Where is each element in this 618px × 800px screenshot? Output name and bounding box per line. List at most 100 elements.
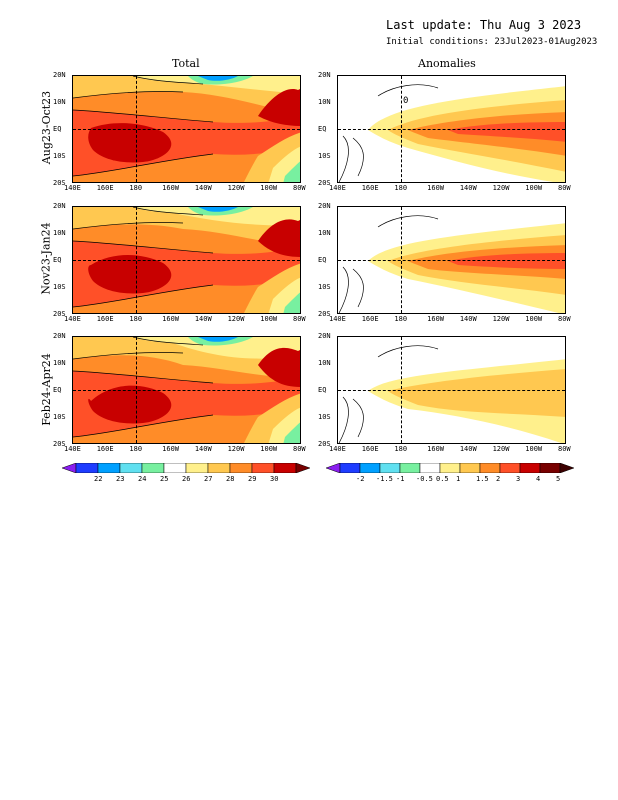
lat-tick-label: EQ xyxy=(318,386,327,394)
row-label-2: Nov23-Jan24 xyxy=(39,222,53,295)
colorbar-label: 4 xyxy=(536,475,541,483)
colorbar-swatch xyxy=(339,463,361,473)
colorbar-label: -2 xyxy=(356,475,365,483)
lat-tick-label: 20S xyxy=(53,179,66,187)
colorbar-swatch xyxy=(479,463,501,473)
anomaly-colorbar xyxy=(326,463,574,473)
lat-tick-label: EQ xyxy=(53,256,62,264)
lat-tick-label: 20S xyxy=(318,440,331,448)
colorbar-swatch xyxy=(273,463,297,473)
lon-tick-label: 120W xyxy=(227,184,245,192)
lon-tick-label: 160W xyxy=(427,445,444,453)
lon-tick-label: 160W xyxy=(427,315,444,323)
colorbar-label: 23 xyxy=(116,475,125,483)
lat-tick-label: EQ xyxy=(53,125,62,133)
lon-tick-label: 160E xyxy=(96,315,114,323)
colorbar-swatch xyxy=(251,463,275,473)
colorbar-swatch xyxy=(229,463,253,473)
colorbar-label: -1.5 xyxy=(376,475,393,483)
colorbar-swatch xyxy=(185,463,209,473)
lat-tick-label: 10N xyxy=(53,359,66,367)
initial-conditions-text: Initial conditions: 23Jul2023-01Aug2023 xyxy=(386,37,598,47)
lon-tick-label: 160W xyxy=(162,184,179,192)
colorbar-swatch xyxy=(359,463,381,473)
colorbar-swatch xyxy=(459,463,481,473)
lon-tick-label: 100W xyxy=(260,184,278,192)
colorbar-label: 28 xyxy=(226,475,235,483)
zero-contour-label: 0 xyxy=(403,96,409,106)
lon-tick-label: 80W xyxy=(558,315,571,323)
total-map-row-1 xyxy=(72,75,301,183)
lat-tick-label: 10S xyxy=(53,413,66,421)
lon-tick-label: 100W xyxy=(525,315,543,323)
lat-tick-label: 10N xyxy=(318,229,331,237)
lon-tick-label: 140W xyxy=(194,445,212,453)
lon-tick-label: 100W xyxy=(525,445,543,453)
lon-tick-label: 160W xyxy=(162,315,179,323)
lat-tick-label: 20N xyxy=(318,71,331,79)
lat-tick-label: 20N xyxy=(318,202,331,210)
colorbar-swatch xyxy=(163,463,187,473)
anomalies-column-title: Anomalies xyxy=(418,57,476,70)
colorbar-label: 5 xyxy=(556,475,561,483)
lon-tick-label: 100W xyxy=(260,445,278,453)
lon-tick-label: 180 xyxy=(129,445,143,453)
lon-tick-label: 160W xyxy=(162,445,179,453)
lat-tick-label: 10S xyxy=(318,283,331,291)
lon-tick-label: 140E xyxy=(329,445,346,453)
lon-tick-label: 100W xyxy=(525,184,543,192)
colorbar-label: 3 xyxy=(516,475,521,483)
lat-tick-label: 20S xyxy=(318,310,331,318)
colorbar-label: 30 xyxy=(270,475,279,483)
row-label-1: Aug23-Oct23 xyxy=(40,90,54,165)
lon-tick-label: 80W xyxy=(293,184,306,192)
lat-tick-label: 20N xyxy=(53,202,66,210)
colorbar-swatch xyxy=(539,463,561,473)
lon-tick-label: 160E xyxy=(96,184,114,192)
lon-tick-label: 140W xyxy=(459,184,477,192)
colorbar-swatch xyxy=(399,463,421,473)
colorbar-label: 29 xyxy=(248,475,257,483)
colorbar-label: 1.5 xyxy=(476,475,489,483)
lon-tick-label: 120W xyxy=(492,184,510,192)
colorbar-label: -1 xyxy=(396,475,405,483)
lat-tick-label: EQ xyxy=(53,386,62,394)
lon-tick-label: 80W xyxy=(293,315,306,323)
lon-tick-label: 140E xyxy=(64,184,81,192)
lon-tick-label: 180 xyxy=(129,184,143,192)
lon-tick-label: 160E xyxy=(96,445,114,453)
lon-tick-label: 140W xyxy=(194,184,212,192)
lat-tick-label: 10S xyxy=(53,152,66,160)
colorbar-end-left xyxy=(62,463,77,473)
lon-tick-label: 160E xyxy=(361,184,379,192)
colorbar-label: 2 xyxy=(496,475,501,483)
lon-tick-label: 140E xyxy=(329,315,346,323)
lat-tick-label: EQ xyxy=(318,256,327,264)
lon-tick-label: 140E xyxy=(64,445,81,453)
lon-tick-label: 120W xyxy=(492,445,510,453)
total-map-row-2 xyxy=(72,206,301,314)
colorbar-swatch xyxy=(207,463,231,473)
lat-tick-label: 10S xyxy=(53,283,66,291)
lon-tick-label: 80W xyxy=(558,445,571,453)
lon-tick-label: 140W xyxy=(194,315,212,323)
lon-tick-label: 140E xyxy=(64,315,81,323)
lon-tick-label: 120W xyxy=(227,445,245,453)
lon-tick-label: 120W xyxy=(492,315,510,323)
last-update-text: Last update: Thu Aug 3 2023 xyxy=(386,18,582,32)
colorbar-swatch xyxy=(75,463,99,473)
lon-tick-label: 160E xyxy=(361,315,379,323)
colorbar-end-left xyxy=(326,463,341,473)
colorbar-swatch xyxy=(419,463,441,473)
lon-tick-label: 100W xyxy=(260,315,278,323)
lat-tick-label: 20N xyxy=(53,332,66,340)
total-map-row-3 xyxy=(72,336,301,444)
colorbar-label: 1 xyxy=(456,475,461,483)
total-column-title: Total xyxy=(172,57,200,70)
colorbar-label: 24 xyxy=(138,475,147,483)
colorbar-label: 25 xyxy=(160,475,169,483)
total-colorbar xyxy=(62,463,310,473)
anomaly-map-row-1 xyxy=(337,75,566,183)
lat-tick-label: 20S xyxy=(53,440,66,448)
colorbar-label: 0.5 xyxy=(436,475,449,483)
